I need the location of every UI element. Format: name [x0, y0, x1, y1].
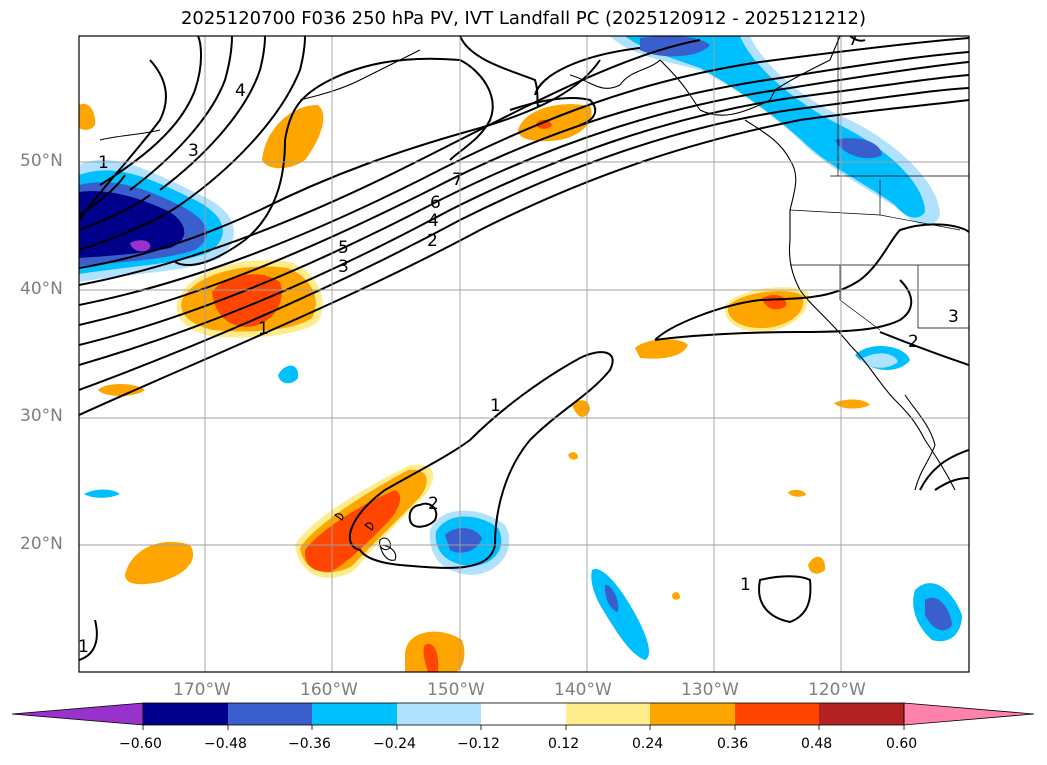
- lon-label: 140°W: [554, 680, 612, 700]
- colorbar-tick-label: −0.60: [119, 736, 162, 752]
- contour-label: 1: [78, 637, 89, 657]
- map-frame: [78, 35, 970, 673]
- lat-label: 40°N: [20, 279, 63, 299]
- colorbar-tick-label: −0.48: [204, 736, 247, 752]
- colorbar-segment: [650, 703, 735, 725]
- lon-label: 170°W: [173, 680, 231, 700]
- colorbar-segment: [312, 703, 397, 725]
- colorbar-tick-label: 0.48: [801, 736, 833, 752]
- contour-labels: 7 6 5 4 3 2 1 1 2 1 1 2 3 4 3 1 7: [78, 30, 959, 657]
- contour-label: 2: [428, 494, 439, 514]
- colorbar-segment: [735, 703, 819, 725]
- lon-label: 150°W: [427, 680, 485, 700]
- colorbar-segment: [819, 703, 904, 725]
- contour-label: 1: [490, 396, 501, 416]
- contour-label: 7: [848, 30, 859, 50]
- colorbar-tick-label: −0.24: [373, 736, 416, 752]
- contour-label: 1: [258, 319, 269, 339]
- contour-label: 3: [338, 257, 349, 277]
- lat-label: 30°N: [20, 406, 63, 426]
- contour-label: 2: [427, 231, 438, 251]
- colorbar-segment: [228, 703, 312, 725]
- contour-label: 5: [338, 238, 349, 258]
- positive-anomaly-others: [79, 103, 870, 672]
- colorbar-tick-label: 0.60: [886, 736, 918, 752]
- contour-label: 3: [188, 141, 199, 161]
- positive-anomaly-central: [176, 260, 323, 338]
- colorbar-extend-high: [903, 702, 1035, 726]
- contour-label: 6: [430, 193, 441, 213]
- colorbar-tick-label: −0.36: [288, 736, 331, 752]
- lat-label: 50°N: [20, 151, 63, 171]
- contour-label: 4: [428, 211, 439, 231]
- contour-label: 4: [235, 81, 246, 101]
- gridlines: [79, 36, 969, 672]
- contour-label: 2: [908, 332, 919, 352]
- colorbar-tick-label: 0.36: [717, 736, 749, 752]
- colorbar-extend-low: [11, 702, 144, 726]
- lon-label: 130°W: [681, 680, 739, 700]
- colorbar-tick-label: 0.24: [632, 736, 664, 752]
- colorbar-segment: [481, 703, 566, 725]
- map-title: 2025120700 F036 250 hPa PV, IVT Landfall…: [180, 8, 867, 29]
- positive-anomaly-hawaii: [295, 464, 434, 578]
- contour-label: 7: [452, 170, 463, 190]
- contour-label: 3: [948, 307, 959, 327]
- colorbar-segment: [397, 703, 481, 725]
- contour-label: 1: [740, 575, 751, 595]
- colorbar-tick-label: −0.12: [457, 736, 500, 752]
- lon-label: 120°W: [808, 680, 866, 700]
- map-content: 7 6 5 4 3 2 1 1 2 1 1 2 3 4 3 1 7: [78, 30, 969, 672]
- colorbar-segment: [566, 703, 650, 725]
- negative-anomaly-northeast: [610, 36, 940, 226]
- lon-label: 160°W: [300, 680, 358, 700]
- contours: [79, 36, 969, 661]
- negative-anomaly-small: [84, 345, 962, 660]
- colorbar-tick-label: 0.12: [548, 736, 580, 752]
- contour-label: 1: [98, 153, 109, 173]
- coastlines: [99, 36, 956, 561]
- colorbar-segment: [143, 703, 228, 725]
- lat-label: 20°N: [20, 534, 63, 554]
- colorbar: [11, 702, 1035, 730]
